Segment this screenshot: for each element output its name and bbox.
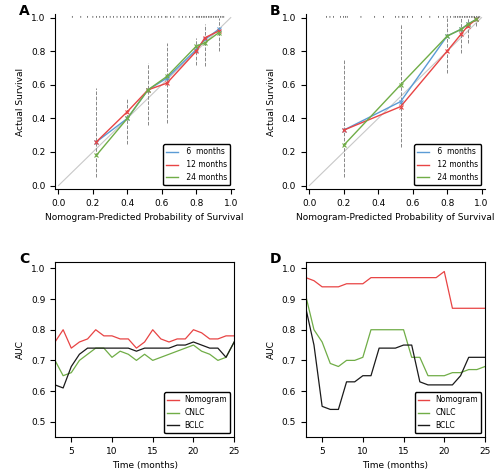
Text: A: A	[19, 4, 30, 18]
Legend:  6  months,  12 months,  24 months: 6 months, 12 months, 24 months	[164, 144, 230, 185]
Legend: Nomogram, CNLC, BCLC: Nomogram, CNLC, BCLC	[415, 392, 481, 433]
Legend:  6  months,  12 months,  24 months: 6 months, 12 months, 24 months	[414, 144, 481, 185]
X-axis label: Nomogram-Predicted Probability of Survival: Nomogram-Predicted Probability of Surviv…	[46, 213, 244, 222]
Y-axis label: AUC: AUC	[267, 340, 276, 359]
Text: B: B	[270, 4, 280, 18]
Y-axis label: AUC: AUC	[16, 340, 26, 359]
Legend: Nomogram, CNLC, BCLC: Nomogram, CNLC, BCLC	[164, 392, 230, 433]
Text: C: C	[19, 252, 30, 266]
X-axis label: Time (months): Time (months)	[362, 461, 428, 470]
Y-axis label: Actual Survival: Actual Survival	[267, 67, 276, 136]
X-axis label: Nomogram-Predicted Probability of Survival: Nomogram-Predicted Probability of Surviv…	[296, 213, 494, 222]
Text: D: D	[270, 252, 281, 266]
X-axis label: Time (months): Time (months)	[112, 461, 178, 470]
Y-axis label: Actual Survival: Actual Survival	[16, 67, 26, 136]
